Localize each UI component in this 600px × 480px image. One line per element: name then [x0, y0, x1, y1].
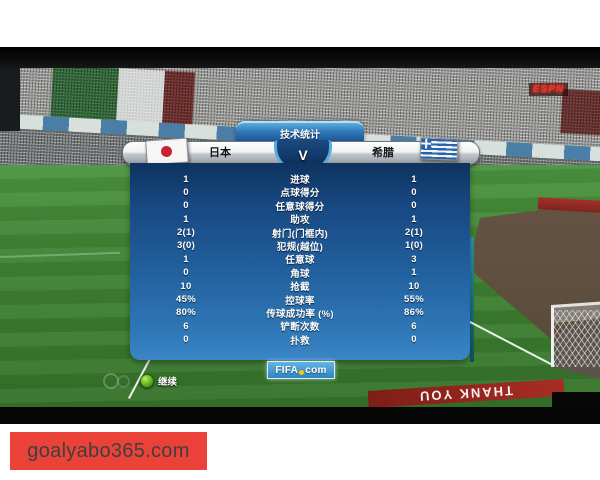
goal — [551, 301, 600, 367]
goal-post — [551, 305, 554, 367]
away-stat-value: 1 — [411, 213, 417, 225]
ad-banner: goalyabo365.com — [10, 432, 207, 470]
stat-row: 1 助攻 1 — [130, 212, 470, 227]
stat-label: 传球成功率 (%) — [266, 308, 334, 320]
away-stat-value: 1 — [411, 267, 417, 279]
crowd-red-section — [162, 70, 196, 125]
stat-row: 0 任意球得分 0 — [130, 199, 470, 213]
stat-row: 6 铲断次数 6 — [130, 319, 470, 334]
ad-banner-text: goalyabo365.com — [27, 439, 190, 462]
home-stat-value: 80% — [176, 307, 196, 319]
away-stat-value: 0 — [411, 186, 417, 198]
home-stat-value: 1 — [183, 173, 189, 185]
stat-label: 点球得分 — [280, 188, 320, 200]
stats-panel: 1 进球 1 0 点球得分 0 0 任意球得分 0 1 助攻 1 2(1) 射门(门框内) 2(1) 3(0)… — [130, 163, 470, 360]
home-stat-value: 6 — [183, 320, 189, 332]
away-stat-value: 6 — [411, 320, 417, 332]
fifa-logo-left: FIFA — [275, 364, 299, 376]
stat-row: 0 点球得分 0 — [130, 185, 470, 200]
stat-label: 控球率 — [285, 295, 315, 307]
stadium-pillar — [0, 65, 20, 131]
home-stat-value: 0 — [183, 200, 189, 212]
home-team-name: 日本 — [209, 147, 231, 159]
away-stat-value: 2(1) — [404, 227, 424, 239]
panel-title-tab: 技术统计 — [236, 121, 364, 144]
stat-label: 犯规(越位) — [276, 241, 324, 253]
away-team-name: 希腊 — [372, 147, 394, 159]
fifa-com-badge: FIFA com — [267, 361, 335, 379]
stat-row: 0 扑救 0 — [130, 333, 470, 347]
home-stat-value: 0 — [183, 186, 189, 198]
game-screenshot: THANK YOU ESPN 技术统计 日本 希腊 V 1 进球 1 0 点球得分 0 0 任… — [0, 47, 600, 424]
espn-sign: ESPN — [529, 83, 569, 96]
stat-row: 3(0) 犯规(越位) 1(0) — [130, 239, 470, 253]
continue-label: 继续 — [158, 377, 178, 388]
stats-table: 1 进球 1 0 点球得分 0 0 任意球得分 0 1 助攻 1 2(1) 射门(门框内) 2(1) 3(0)… — [130, 172, 470, 347]
stat-label: 抢截 — [290, 282, 310, 294]
continue-prompt[interactable]: 继续 — [103, 372, 177, 390]
stat-label: 任意球 — [285, 255, 315, 267]
away-stat-value: 86% — [404, 307, 424, 319]
goal-net — [551, 310, 600, 367]
stat-row: 45% 控球率 55% — [130, 293, 470, 307]
stat-label: 助攻 — [290, 215, 310, 227]
home-stat-value: 10 — [180, 280, 192, 292]
stat-row: 0 角球 1 — [130, 266, 470, 280]
greece-flag-icon — [419, 137, 459, 161]
fifa-logo-right: com — [305, 364, 327, 376]
stat-row: 2(1) 射门(门框内) 2(1) — [130, 226, 470, 240]
stat-label: 进球 — [290, 175, 310, 186]
letterbox-bar — [0, 407, 600, 424]
stat-label: 角球 — [290, 268, 310, 280]
flag-pole — [470, 237, 474, 362]
home-stat-value: 1 — [183, 253, 189, 265]
crowd-green-section — [50, 64, 120, 121]
stat-label: 任意球得分 — [275, 201, 325, 213]
home-stat-value: 45% — [176, 294, 196, 306]
away-stat-value: 1 — [411, 173, 417, 185]
away-stat-value: 55% — [404, 294, 424, 306]
away-stat-value: 3 — [411, 253, 417, 265]
fifa-ball-icon — [299, 369, 305, 375]
versus-label: V — [298, 146, 308, 163]
gamepad-a-button-icon — [140, 374, 154, 388]
crowd-red-section-right — [560, 89, 600, 137]
stat-label: 射门(门框内) — [272, 228, 328, 240]
stadium-roof-band — [0, 47, 600, 68]
stat-row: 1 进球 1 — [130, 172, 470, 187]
away-stat-value: 10 — [408, 280, 420, 292]
crowd-white-section — [116, 68, 166, 123]
away-stat-value: 0 — [411, 200, 417, 212]
stat-row: 80% 传球成功率 (%) 86% — [130, 306, 470, 320]
stat-row: 1 任意球 3 — [130, 252, 470, 267]
stat-label: 扑救 — [290, 335, 310, 347]
stat-label: 铲断次数 — [280, 322, 320, 334]
home-stat-value: 0 — [183, 267, 189, 279]
stat-row: 10 抢截 10 — [130, 279, 470, 294]
home-stat-value: 1 — [183, 213, 189, 225]
home-stat-value: 0 — [183, 334, 189, 346]
home-stat-value: 2(1) — [176, 227, 196, 239]
japan-flag-icon — [145, 137, 189, 166]
away-stat-value: 0 — [411, 334, 417, 346]
panel-title: 技术统计 — [280, 130, 320, 141]
away-stat-value: 1(0) — [404, 240, 424, 252]
disc-icon-small — [117, 374, 130, 388]
home-stat-value: 3(0) — [176, 240, 196, 252]
